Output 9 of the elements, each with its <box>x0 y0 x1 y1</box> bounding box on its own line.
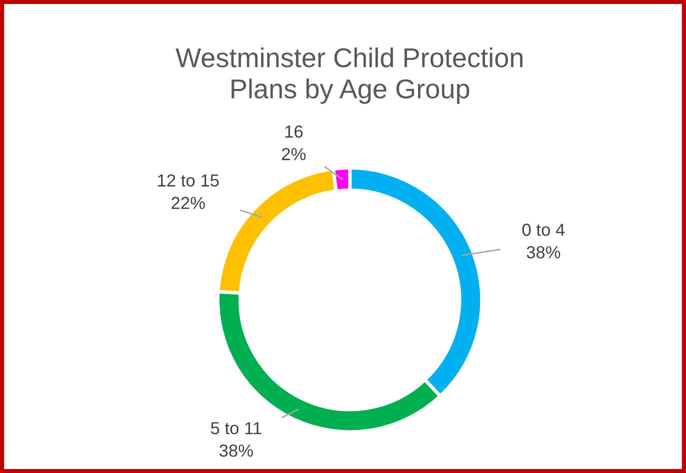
slice-label: 0 to 4 <box>522 224 565 236</box>
chart-title: Westminster Child Protection Plans by Age Group <box>176 47 522 104</box>
data-label: 38% <box>526 246 560 258</box>
slice-label: 16 <box>285 125 303 138</box>
data-label: 38% <box>219 444 253 457</box>
data-label: 22% <box>172 196 205 210</box>
slice-label: 12 to 15 <box>158 174 219 187</box>
data-label: 2% <box>282 148 306 160</box>
slice-label: 5 to 11 <box>210 422 262 434</box>
